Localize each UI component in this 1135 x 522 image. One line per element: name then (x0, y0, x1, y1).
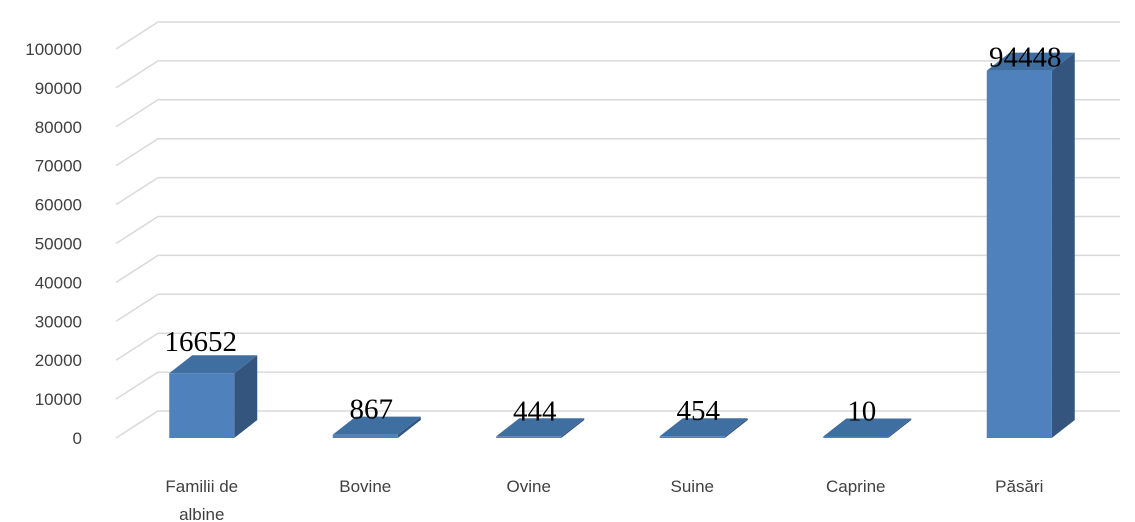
gridline (115, 293, 1120, 322)
bar-front-face (823, 436, 889, 438)
bar-top-face (332, 416, 421, 435)
data-labels: 16652 867 444 454 10 94448 (165, 42, 1062, 428)
y-tick-label: 60000 (35, 196, 82, 215)
y-tick-label: 70000 (35, 157, 82, 176)
gridline (115, 410, 1120, 439)
y-tick-label: 0 (73, 429, 82, 448)
gridline (115, 137, 1120, 167)
bar (986, 52, 1075, 438)
bar-top-face (169, 355, 258, 374)
gridlines (115, 21, 1120, 439)
bar-top-face (986, 52, 1075, 71)
bar (823, 418, 912, 438)
gridline (115, 332, 1120, 361)
bar-front-face (659, 436, 725, 438)
category-label: Bovine (339, 477, 391, 496)
bar (496, 418, 585, 438)
bar-side-face (888, 418, 912, 438)
y-axis-tick-labels: 0 10000 20000 30000 40000 50000 60000 70000 8000… (25, 40, 82, 448)
bar-front-face (496, 436, 562, 438)
gridline (115, 371, 1120, 400)
bar-front-face (986, 70, 1052, 438)
y-tick-label: 10000 (35, 390, 82, 409)
category-label: Ovine (507, 477, 551, 496)
category-label: Suine (671, 477, 714, 496)
y-tick-label: 50000 (35, 235, 82, 254)
bar (169, 355, 258, 438)
gridline (115, 99, 1120, 128)
data-label: 10 (847, 396, 876, 428)
bar-top-face (496, 418, 585, 437)
y-tick-label: 100000 (25, 40, 82, 59)
bar-side-face (724, 418, 748, 438)
bar (332, 416, 421, 438)
bar-side-face (234, 355, 258, 438)
category-labels: Familii de albine Bovine Ovine Suine Caprine P… (165, 477, 1043, 522)
bar-front-face (169, 373, 235, 438)
data-label: 444 (513, 395, 557, 427)
y-tick-label: 80000 (35, 118, 82, 137)
bar-side-face (1051, 52, 1075, 438)
bar-side-face (397, 416, 421, 438)
gridline (115, 21, 1120, 50)
category-label: Caprine (826, 477, 886, 496)
bar-front-face (332, 434, 398, 438)
bar (659, 418, 748, 438)
bar-top-face (659, 418, 748, 437)
data-label: 454 (677, 395, 721, 427)
y-tick-label: 30000 (35, 312, 82, 331)
data-label: 867 (350, 394, 394, 426)
y-tick-label: 90000 (35, 79, 82, 98)
data-label: 94448 (989, 42, 1062, 74)
category-label: Familii de albine (165, 477, 238, 522)
y-tick-label: 20000 (35, 351, 82, 370)
gridline (115, 254, 1120, 284)
data-label: 16652 (165, 326, 238, 358)
gridline (115, 176, 1120, 206)
bar-top-face (823, 418, 912, 437)
gridline (115, 215, 1120, 245)
y-tick-label: 40000 (35, 273, 82, 292)
bar-side-face (561, 418, 585, 438)
bars (169, 52, 1075, 438)
gridline (115, 60, 1120, 89)
category-label: Păsări (995, 477, 1043, 496)
